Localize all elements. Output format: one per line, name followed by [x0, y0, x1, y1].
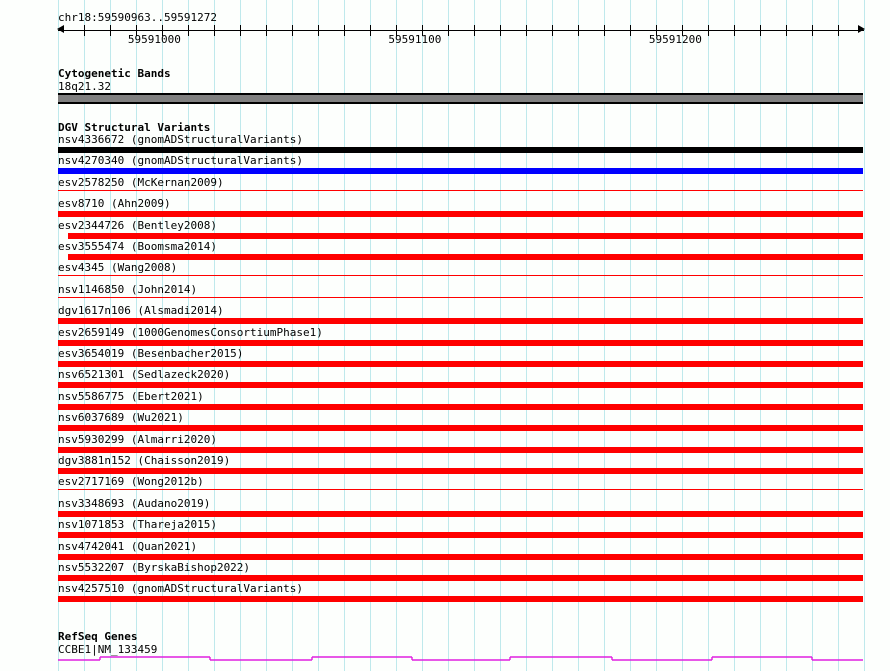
variant-feature-bar[interactable]: [58, 147, 863, 153]
ruler-tick: [708, 25, 709, 36]
variant-track-label: esv2659149 (1000GenomesConsortiumPhase1): [58, 325, 323, 339]
cytogenetic-bands-title: Cytogenetic Bands: [58, 67, 171, 80]
variant-track-label: dgv3881n152 (Chaisson2019): [58, 454, 231, 467]
variant-track-label: nsv6521301 (Sedlazeck2020): [58, 368, 231, 382]
ruler-tick: [344, 25, 345, 36]
variant-track-label: nsv5930299 (Almarri2020): [58, 432, 217, 446]
variant-track-label: esv2578250 (McKernan2009): [58, 175, 224, 189]
variant-feature-bar[interactable]: [58, 296, 863, 298]
ruler-tick: [500, 25, 501, 36]
ruler-tick: [448, 25, 449, 36]
variant-feature-bar[interactable]: [58, 275, 863, 277]
ruler-tick: [578, 25, 579, 36]
ruler-tick: [370, 25, 371, 36]
variant-feature-bar[interactable]: [58, 339, 863, 346]
ruler-tick: [630, 25, 631, 36]
ruler-tick: [84, 25, 85, 36]
ruler-axis-line: [58, 30, 864, 31]
ruler-tick: [110, 25, 111, 36]
variant-track-label: nsv1146850 (John2014): [58, 282, 198, 296]
variant-feature-bar[interactable]: [58, 189, 863, 191]
variant-feature-bar[interactable]: [58, 532, 863, 539]
ruler-tick: [812, 25, 813, 36]
variant-feature-bar[interactable]: [58, 575, 863, 581]
variant-feature-bar[interactable]: [58, 596, 863, 603]
ruler-tick: [760, 25, 761, 36]
ruler-tick-label: 59591000: [127, 33, 181, 46]
variant-feature-bar[interactable]: [58, 446, 863, 453]
locus-label: chr18:59590963..59591272: [58, 11, 217, 24]
variant-feature-bar[interactable]: [58, 553, 863, 560]
ruler-tick: [188, 25, 189, 36]
variant-feature-bar[interactable]: [58, 382, 863, 389]
ruler-tick-label: 59591200: [648, 33, 702, 46]
variant-track-label: nsv5586775 (Ebert2021): [58, 389, 204, 403]
variant-feature-bar[interactable]: [58, 468, 863, 474]
variant-track-label: esv3555474 (Boomsma2014): [58, 240, 217, 253]
ruler-tick: [266, 25, 267, 36]
variant-track-label: esv4345 (Wang2008): [58, 261, 178, 275]
variant-track-label: nsv4257510 (gnomADStructuralVariants): [58, 582, 304, 596]
ruler-tick: [292, 25, 293, 36]
refseq-section-title: RefSeq Genes: [58, 630, 138, 643]
dgv-section-title: DGV Structural Variants: [58, 121, 211, 134]
variant-track-label: esv3654019 (Besenbacher2015): [58, 347, 244, 360]
ruler-tick: [734, 25, 735, 36]
ruler-tick: [240, 25, 241, 36]
variant-track-label: nsv3348693 (Audano2019): [58, 496, 211, 510]
variant-track-label: nsv4336672 (gnomADStructuralVariants): [58, 133, 304, 146]
variant-feature-bar[interactable]: [58, 403, 863, 410]
variant-track-label: nsv4742041 (Quan2021): [58, 539, 198, 553]
ruler-tick: [318, 25, 319, 36]
ruler-tick: [526, 25, 527, 36]
refseq-gene-model[interactable]: [0, 648, 890, 670]
variant-track-label: nsv1071853 (Thareja2015): [58, 518, 217, 532]
ruler-tick: [474, 25, 475, 36]
ruler-tick: [214, 25, 215, 36]
variant-feature-bar[interactable]: [58, 425, 863, 432]
variant-feature-bar[interactable]: [58, 489, 863, 491]
variant-feature-bar[interactable]: [58, 361, 863, 367]
variant-track-label: nsv4270340 (gnomADStructuralVariants): [58, 154, 304, 168]
variant-feature-bar[interactable]: [58, 510, 863, 517]
variant-track-label: esv2717169 (Wong2012b): [58, 475, 204, 489]
variant-track-label: esv8710 (Ahn2009): [58, 197, 171, 211]
variant-feature-bar[interactable]: [68, 254, 863, 260]
arrow-left-icon: [57, 25, 64, 33]
cytoband-bar[interactable]: [58, 93, 863, 104]
variant-track-label: dgv1617n106 (Alsmadi2014): [58, 304, 224, 318]
variant-feature-bar[interactable]: [58, 318, 863, 325]
ruler-tick: [786, 25, 787, 36]
variant-feature-bar[interactable]: [58, 211, 863, 218]
variant-track-label: nsv5532207 (ByrskaBishop2022): [58, 561, 251, 574]
variant-feature-bar[interactable]: [68, 232, 863, 239]
ruler-tick: [604, 25, 605, 36]
ruler-tick-label: 59591100: [388, 33, 442, 46]
refseq-gene-label: CCBE1|NM_133459: [58, 643, 158, 656]
variant-feature-bar[interactable]: [58, 168, 863, 175]
arrow-right-icon: [858, 25, 865, 33]
ruler-tick: [838, 25, 839, 36]
variant-track-label: esv2344726 (Bentley2008): [58, 218, 217, 232]
cytoband-label: 18q21.32: [58, 80, 111, 93]
ruler-tick: [552, 25, 553, 36]
variant-track-label: nsv6037689 (Wu2021): [58, 411, 184, 425]
